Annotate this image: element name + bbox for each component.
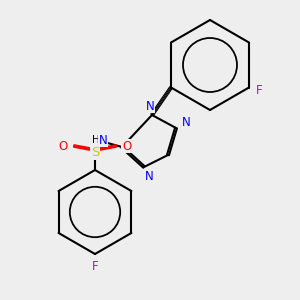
Text: F: F bbox=[92, 260, 98, 272]
Text: S: S bbox=[91, 146, 99, 158]
Text: N: N bbox=[99, 134, 107, 146]
Text: N: N bbox=[146, 100, 154, 112]
Text: H: H bbox=[92, 135, 100, 145]
Text: N: N bbox=[145, 170, 153, 184]
Text: F: F bbox=[256, 84, 262, 97]
Text: N: N bbox=[182, 116, 190, 130]
Text: O: O bbox=[122, 140, 132, 152]
Text: O: O bbox=[58, 140, 68, 152]
